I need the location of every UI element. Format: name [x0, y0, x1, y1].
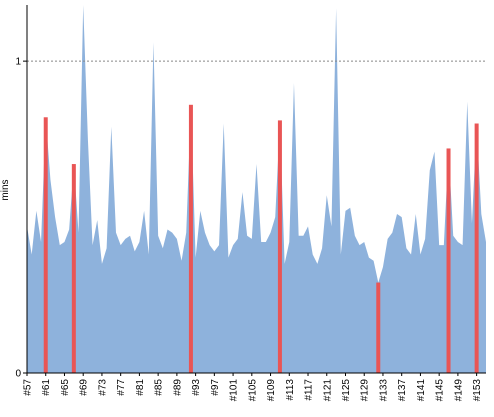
x-tick-label: #65 — [60, 379, 71, 396]
x-tick-label: #57 — [23, 379, 34, 396]
y-tick-label: 1 — [15, 57, 21, 68]
x-tick-label: #69 — [79, 379, 90, 396]
failed-bar — [43, 117, 48, 374]
failed-bar — [474, 123, 479, 373]
x-tick-label: #145 — [435, 379, 446, 402]
x-tick-label: #125 — [341, 379, 352, 402]
x-tick-label: #101 — [229, 379, 240, 402]
x-tick-label: #93 — [191, 379, 202, 396]
y-axis-label: mins — [0, 179, 11, 200]
failed-bar — [446, 148, 451, 373]
x-tick-label: #153 — [472, 379, 483, 402]
x-tick-label: #149 — [453, 379, 464, 402]
failed-bar — [277, 120, 282, 373]
x-tick-label: #113 — [285, 379, 296, 401]
x-tick-label: #137 — [397, 379, 408, 402]
area — [27, 5, 486, 373]
x-tick-label: #121 — [322, 379, 333, 402]
x-tick-label: #89 — [172, 379, 183, 396]
x-tick-label: #133 — [378, 379, 389, 402]
x-tick-label: #117 — [304, 379, 315, 401]
x-tick-label: #81 — [135, 379, 146, 396]
x-tick-label: #109 — [266, 379, 277, 402]
failed-bar — [71, 164, 76, 373]
x-tick-label: #77 — [116, 379, 127, 396]
x-tick-label: #61 — [41, 379, 52, 396]
y-tick-label: 0 — [15, 369, 21, 380]
x-tick-label: #85 — [154, 379, 165, 396]
x-tick-label: #105 — [247, 379, 258, 402]
failed-bar — [376, 282, 381, 373]
failed-bar — [188, 104, 193, 374]
x-tick-label: #129 — [360, 379, 371, 402]
x-tick-label: #141 — [416, 379, 427, 402]
x-tick-label: #73 — [97, 379, 108, 396]
x-tick-label: #97 — [210, 379, 221, 396]
